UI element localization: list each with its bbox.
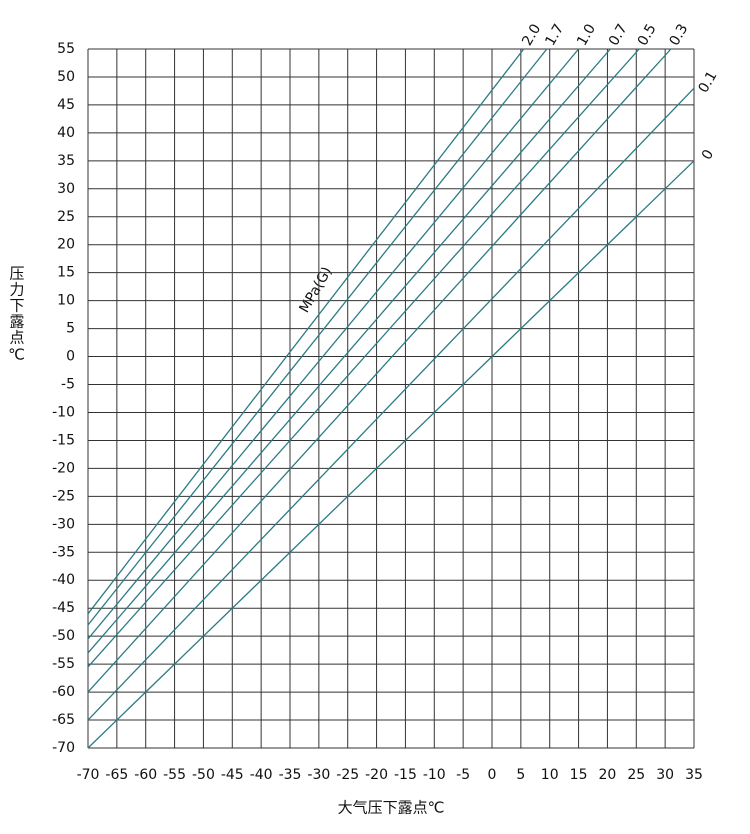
x-tick-label: 5: [516, 767, 525, 783]
y-tick-label: -15: [52, 432, 75, 448]
y-tick-label: 20: [57, 237, 75, 253]
x-tick-label: 0: [488, 767, 497, 783]
x-tick-label: -55: [163, 767, 186, 783]
x-tick-label: -65: [105, 767, 128, 783]
y-tick-label: -35: [52, 544, 75, 560]
y-tick-label: -25: [52, 488, 75, 504]
x-tick-label: 25: [627, 767, 645, 783]
y-tick-label: -55: [52, 656, 75, 672]
x-tick-label: -70: [77, 767, 100, 783]
y-tick-label: -30: [52, 516, 75, 532]
series-line: [87, 48, 640, 668]
series-line: [87, 87, 695, 721]
series-line: [87, 48, 611, 654]
y-tick-label: 50: [57, 69, 75, 85]
series-line: [87, 48, 548, 626]
y-tick-label: -5: [61, 377, 75, 393]
x-tick-label: 30: [656, 767, 674, 783]
x-tick-label: -60: [134, 767, 157, 783]
y-tick-label: 0: [66, 349, 75, 365]
x-tick-label: 15: [570, 767, 588, 783]
x-tick-label: -35: [279, 767, 302, 783]
y-tick-label: -60: [52, 684, 75, 700]
x-tick-label: 35: [685, 767, 703, 783]
series-line: [87, 48, 672, 693]
y-tick-label: -45: [52, 600, 75, 616]
x-tick-label: -10: [423, 767, 446, 783]
y-tick-label: -70: [52, 740, 75, 756]
x-tick-label: 10: [541, 767, 559, 783]
y-tick-label: 25: [57, 209, 75, 225]
series-line: [87, 48, 525, 615]
series-line: [87, 48, 580, 640]
series-line: [87, 160, 695, 749]
y-tick-label: 5: [66, 321, 75, 337]
x-tick-label: -15: [394, 767, 417, 783]
y-tick-label: -10: [52, 404, 75, 420]
y-tick-label: -20: [52, 460, 75, 476]
x-tick-label: -50: [192, 767, 215, 783]
y-tick-label: 35: [57, 153, 75, 169]
y-tick-label: 30: [57, 181, 75, 197]
x-tick-label: 20: [599, 767, 617, 783]
y-tick-label: 55: [57, 41, 75, 57]
y-tick-label: -40: [52, 572, 75, 588]
x-tick-label: -20: [365, 767, 388, 783]
x-tick-label: -5: [456, 767, 470, 783]
x-tick-label: -30: [307, 767, 330, 783]
y-tick-label: 15: [57, 265, 75, 281]
y-tick-label: 40: [57, 125, 75, 141]
y-tick-label: 45: [57, 97, 75, 113]
y-axis-label: 压力下露点℃: [8, 266, 26, 365]
y-tick-label: 10: [57, 293, 75, 309]
x-tick-label: -45: [221, 767, 244, 783]
x-tick-label: -25: [336, 767, 359, 783]
x-tick-label: -40: [250, 767, 273, 783]
y-tick-label: -65: [52, 712, 75, 728]
x-axis-label: 大气压下露点℃: [338, 799, 445, 817]
y-tick-label: -50: [52, 628, 75, 644]
